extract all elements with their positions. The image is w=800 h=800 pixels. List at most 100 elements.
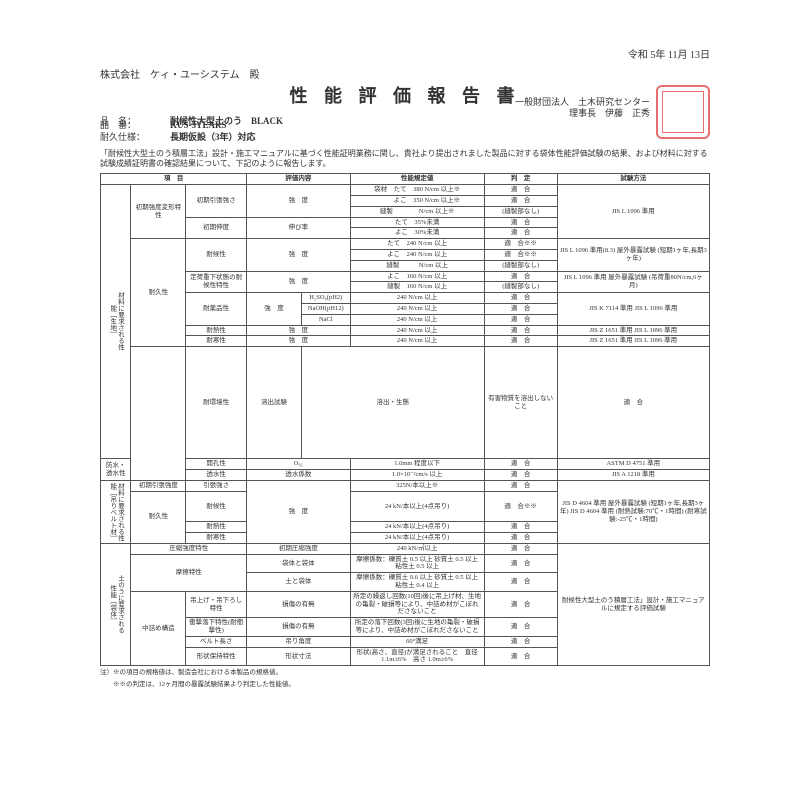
official-seal: [656, 85, 710, 139]
r5s3: NaCl: [301, 314, 350, 325]
r13c1: 摩擦係数：礫質土 0.5 以上 砂質土 0.5 以上 粘性土 0.5 以上: [350, 554, 484, 573]
number-value: KUS-3YEARS: [170, 120, 227, 131]
table-row: 耐環境性溶出試験溶出・生態有害物質を溶出しないこと適 合昭和48年 厚生省告示第…: [101, 347, 710, 459]
r12d: 適 合: [484, 543, 557, 554]
spec-value: 長期仮設（3年）対応: [170, 132, 256, 143]
r3g: 耐久性: [131, 239, 186, 347]
r5c1: 240 N/cm 以上: [350, 293, 484, 304]
r8c: 有害物質を溶出しないこと: [484, 347, 557, 459]
r9c2: 1.0×10⁻²cm/s 以上: [350, 470, 484, 481]
r14e: 耐候性大型土のう積層工法」設計・施工マニュアルに規定する評価試験: [557, 543, 709, 665]
r1d3: (縫製部なし): [484, 206, 557, 217]
th-item: 項 目: [101, 174, 247, 185]
table-row: 土のうに要求される性能［袋体］ 圧縮強度特性 初期圧縮強度 240 kN/㎡以上…: [101, 543, 710, 554]
r14g: 中詰め構造: [131, 591, 186, 665]
table-row: 透水性透水係数1.0×10⁻²cm/s 以上適 合JIS A 1218 準用: [101, 470, 710, 481]
r3a: 耐候性: [186, 239, 247, 271]
r14d2: 適 合: [484, 618, 557, 637]
r13g: 摩擦特性: [131, 554, 247, 591]
r3e: JIS L 1096 準用(8.3) 屋外暴露試験 (短期1ヶ年,長期3ヶ年): [557, 239, 709, 271]
r9d1: 適 合: [484, 459, 557, 470]
r2d1: 適 合: [484, 217, 557, 228]
r7a: 耐寒性: [186, 336, 247, 347]
r5d3: 適 合: [484, 314, 557, 325]
r5s2: NaOH(pH12): [301, 303, 350, 314]
r3c1: たて 240 N/cm 以上: [350, 239, 484, 250]
th-method: 試験方法: [557, 174, 709, 185]
r2d2: 適 合: [484, 228, 557, 239]
r3b: 強 度: [247, 239, 351, 271]
table-row: 定荷重下状態の耐候性特性強 度よこ 160 N/cm 以上適 合JIS L 10…: [101, 271, 710, 282]
r13d1: 適 合: [484, 554, 557, 573]
r15b: 吊り角度: [247, 636, 351, 647]
r3d1: 適 合※※: [484, 239, 557, 250]
r5d2: 適 合: [484, 303, 557, 314]
spec-label: 耐久仕様：: [100, 132, 170, 143]
r11d1: 適 合※※: [484, 491, 557, 522]
r11d3: 適 合: [484, 533, 557, 544]
table-row: 耐久性 耐候性 強 度 たて 240 N/cm 以上適 合※※ JIS L 10…: [101, 239, 710, 250]
r1d1: 適 合: [484, 185, 557, 196]
r5s1: H₂SO₄(pH2): [301, 293, 350, 304]
r14c1: 所定の繰返し回数(10回)後に吊上げ材、生地の亀裂・破損等により、中詰め材がこぼ…: [350, 591, 484, 617]
r11a2: 耐熱性: [186, 522, 247, 533]
r11c2: 24 kN/本以上(4点吊り): [350, 522, 484, 533]
r14c2: 所定の落下回数(3回)後に生地の亀裂・破損等により、中詰め材がこぼれださないこと: [350, 618, 484, 637]
r2b: 伸び率: [247, 217, 351, 239]
r8a: 溶出試験: [247, 347, 302, 459]
r10d: 適 合: [484, 480, 557, 491]
table-row: 材料に要求される性能［吊りベルト材］ 初期引張強度 引張強さ 強 度 325N/…: [101, 480, 710, 491]
spec-row: 耐久仕様： 長期仮設（3年）対応: [100, 132, 710, 143]
r6c: 240 N/cm 以上: [350, 325, 484, 336]
r12c: 240 kN/㎡以上: [350, 543, 484, 554]
sec2: 材料に要求される性能［吊りベルト材］: [101, 480, 131, 543]
r9b1: O₉₅: [247, 459, 351, 470]
r9a1: 開孔性: [186, 459, 247, 470]
r8b: 溶出・生態: [301, 347, 484, 459]
r6a: 耐熱性: [186, 325, 247, 336]
r1a: 初期引張強さ: [186, 185, 247, 217]
r1b: 強 度: [247, 185, 351, 217]
r4b: 強 度: [247, 271, 351, 293]
table-row: 防水・透水性開孔性O₉₅1.0mm 程度以下適 合ASTM D 4751 準用: [101, 459, 710, 470]
r15d: 適 合: [484, 636, 557, 647]
th-eval: 評価内容: [247, 174, 351, 185]
r5e: JIS K 7114 準用 JIS L 1096 準用: [557, 293, 709, 325]
r9e1: ASTM D 4751 準用: [557, 459, 709, 470]
r11a1: 耐候性: [186, 491, 247, 522]
intro-text: 「耐候性大型土のう積層工法」設計・施工マニュアルに基づく性能証明業務に関し、貴社…: [100, 149, 710, 170]
r4d2: (縫製部なし): [484, 282, 557, 293]
issue-date: 令和 5年 11月 13日: [100, 50, 710, 62]
r3c3: 縫製 N/cm 以上: [350, 260, 484, 271]
sec3: 土のうに要求される性能［袋体］: [101, 543, 131, 665]
r14b1: 損傷の有無: [247, 591, 351, 617]
r7e: JIS Z 1651 準用 JIS L 1096 準用: [557, 336, 709, 347]
r11g: 耐久性: [131, 491, 186, 543]
r8g: 耐環境性: [186, 347, 247, 459]
r5c3: 240 N/cm 以上: [350, 314, 484, 325]
r9a2: 透水性: [186, 470, 247, 481]
r9c1: 1.0mm 程度以下: [350, 459, 484, 470]
r6e: JIS Z 1651 準用 JIS L 1096 準用: [557, 325, 709, 336]
r16g: 形状保持特性: [186, 647, 247, 666]
r3d2: 適 合※※: [484, 249, 557, 260]
r10a: 引張強さ: [186, 480, 247, 491]
r1c2: よこ 350 N/cm 以上※: [350, 195, 484, 206]
r14d1: 適 合: [484, 591, 557, 617]
r1c3: 縫製 N/cm 以上※: [350, 206, 484, 217]
r5c2: 240 N/cm 以上: [350, 303, 484, 314]
r6d: 適 合: [484, 325, 557, 336]
addressee: 株式会社 ケィ・ユーシステム 殿: [100, 70, 710, 82]
r11d2: 適 合: [484, 522, 557, 533]
r4c1: よこ 160 N/cm 以上: [350, 271, 484, 282]
r7d: 適 合: [484, 336, 557, 347]
r4c2: 縫製 160 N/cm 以上: [350, 282, 484, 293]
r14a1: 吊上げ・吊下ろし特性: [186, 591, 247, 617]
r5d1: 適 合: [484, 293, 557, 304]
r10e: JIS D 4604 準用 屋外暴露試験 (短期1ヶ年,長期3ヶ年) JIS D…: [557, 480, 709, 543]
r15c: 60°満足: [350, 636, 484, 647]
footnote-2: ※※の判定は、12ヶ月間の暴露試験結果より判定した性能値。: [100, 681, 710, 689]
r14b2: 損傷の有無: [247, 618, 351, 637]
th-spec: 性能規定値: [350, 174, 484, 185]
r12a: 初期圧縮強度: [247, 543, 351, 554]
